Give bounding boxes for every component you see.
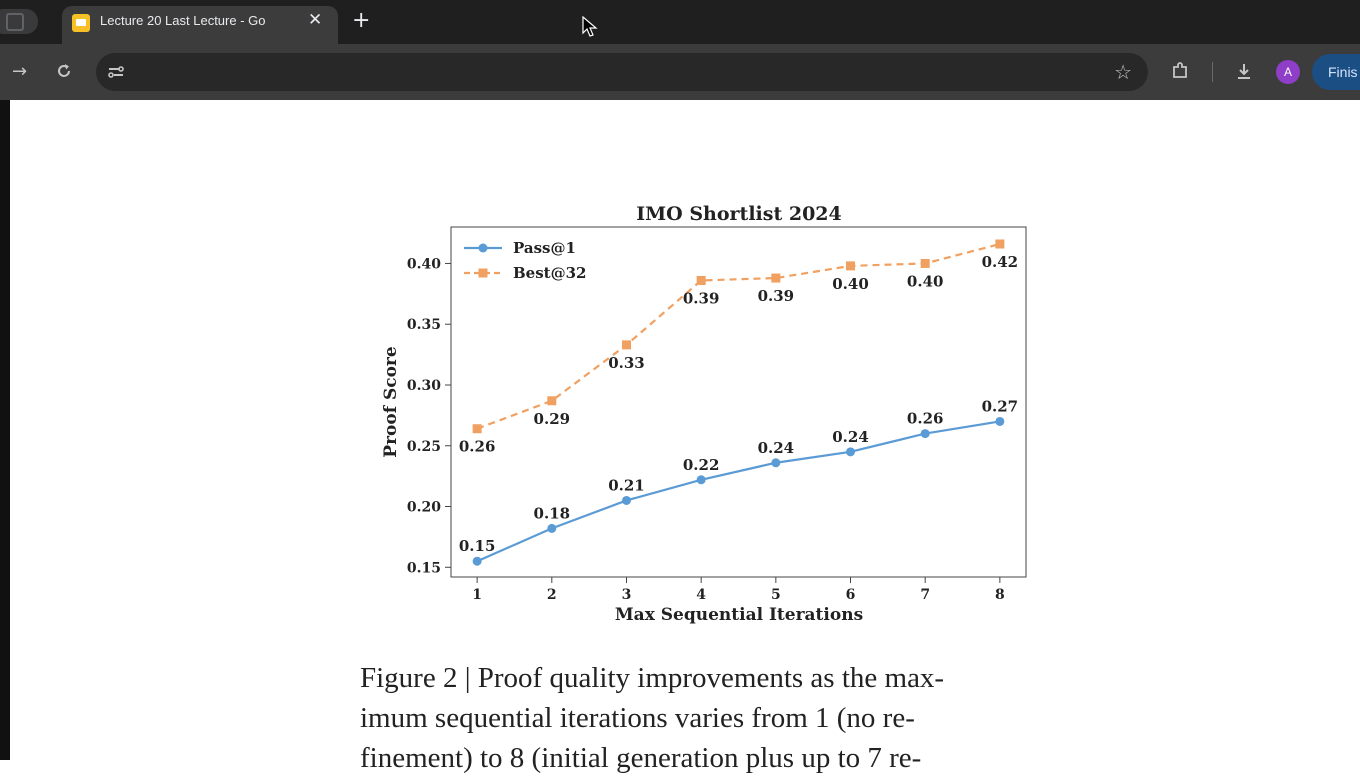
toolbar-separator bbox=[1212, 62, 1213, 82]
legend-marker bbox=[478, 243, 488, 253]
page-left-edge bbox=[0, 100, 10, 760]
tab-search-icon bbox=[6, 13, 24, 31]
series-line bbox=[476, 420, 1001, 563]
tab-active[interactable]: Lecture 20 Last Lecture - Go ✕ bbox=[62, 6, 338, 44]
legend-marker bbox=[478, 268, 488, 278]
tab-close-icon[interactable]: ✕ bbox=[308, 10, 323, 30]
bookmark-star-icon[interactable]: ☆ bbox=[1114, 60, 1132, 84]
data-point-square bbox=[547, 396, 557, 406]
x-tick-label: 7 bbox=[920, 587, 930, 603]
data-point-circle bbox=[621, 495, 631, 505]
y-axis-label: Proof Score bbox=[381, 346, 401, 458]
legend-label: Pass@1 bbox=[513, 239, 576, 257]
data-point-circle bbox=[771, 458, 781, 468]
data-point-square bbox=[920, 258, 930, 268]
data-label: 0.29 bbox=[534, 410, 571, 428]
data-point-square bbox=[771, 273, 781, 283]
data-point-circle bbox=[920, 429, 930, 439]
y-tick-label: 0.30 bbox=[407, 378, 441, 394]
data-label: 0.21 bbox=[608, 476, 645, 494]
reload-icon[interactable] bbox=[55, 62, 73, 80]
address-bar[interactable]: ☆ bbox=[96, 53, 1148, 91]
caption-line: Figure 2 | Proof quality improvements as… bbox=[360, 662, 945, 694]
data-point-circle bbox=[696, 475, 706, 485]
y-tick-label: 0.25 bbox=[407, 439, 441, 455]
profile-avatar[interactable]: A bbox=[1276, 60, 1300, 84]
data-point-square bbox=[621, 340, 631, 350]
legend: Pass@1 Best@32 bbox=[464, 239, 586, 282]
site-info-icon[interactable] bbox=[106, 62, 126, 82]
x-tick-label: 4 bbox=[696, 587, 706, 603]
data-label: 0.39 bbox=[683, 289, 720, 307]
data-point-square bbox=[846, 261, 856, 271]
chart-title: IMO Shortlist 2024 bbox=[636, 203, 841, 225]
x-tick-label: 8 bbox=[995, 587, 1005, 603]
tab-search-button[interactable] bbox=[0, 9, 38, 34]
slides-favicon-icon bbox=[72, 14, 90, 32]
tab-bar: Lecture 20 Last Lecture - Go ✕ + bbox=[0, 0, 1360, 44]
browser-toolbar: → ☆ A Finis bbox=[0, 44, 1360, 100]
data-label: 0.39 bbox=[758, 287, 795, 305]
x-tick-label: 6 bbox=[846, 587, 856, 603]
x-tick-label: 3 bbox=[622, 587, 632, 603]
x-tick-label: 2 bbox=[547, 587, 557, 603]
data-label: 0.15 bbox=[459, 537, 496, 555]
y-tick-label: 0.15 bbox=[407, 560, 441, 576]
download-icon[interactable] bbox=[1234, 61, 1254, 81]
legend-label: Best@32 bbox=[513, 264, 586, 282]
caption-line: finement) to 8 (initial generation plus … bbox=[360, 742, 922, 774]
data-point-square bbox=[472, 424, 482, 434]
new-tab-icon[interactable]: + bbox=[352, 8, 371, 33]
y-tick-label: 0.35 bbox=[407, 317, 441, 333]
data-point-circle bbox=[995, 416, 1005, 426]
x-tick-label: 1 bbox=[472, 587, 482, 603]
plot-frame bbox=[450, 226, 1027, 578]
extensions-icon[interactable] bbox=[1170, 61, 1190, 81]
tab-title: Lecture 20 Last Lecture - Go bbox=[100, 13, 266, 28]
data-label: 0.33 bbox=[608, 354, 645, 372]
y-axis: 0.15 0.20 0.25 0.30 0.35 0.40 bbox=[407, 256, 451, 576]
data-label: 0.26 bbox=[907, 410, 944, 428]
caption-line: imum sequential iterations varies from 1… bbox=[360, 702, 915, 734]
figure-caption: Figure 2 | Proof quality improvements as… bbox=[360, 658, 1080, 778]
y-tick-label: 0.20 bbox=[407, 500, 441, 516]
finish-button[interactable]: Finis bbox=[1312, 54, 1360, 90]
data-point-square bbox=[995, 239, 1005, 249]
data-point-circle bbox=[547, 523, 557, 533]
mouse-cursor-icon bbox=[582, 16, 598, 37]
data-label: 0.27 bbox=[982, 397, 1019, 415]
data-point-circle bbox=[846, 447, 856, 457]
data-label: 0.24 bbox=[758, 439, 795, 457]
forward-icon[interactable]: → bbox=[12, 61, 28, 82]
line-chart: IMO Shortlist 2024 0.150.200.250.300.350… bbox=[381, 203, 1027, 625]
data-label: 0.40 bbox=[832, 275, 869, 293]
data-label: 0.26 bbox=[459, 438, 496, 456]
x-axis: 1 2 3 4 5 6 7 8 bbox=[472, 577, 1005, 603]
data-label: 0.22 bbox=[683, 456, 720, 474]
series-line bbox=[476, 242, 1001, 430]
data-point-circle bbox=[472, 556, 482, 566]
data-label: 0.40 bbox=[907, 272, 944, 290]
series-layer: 0.15 0.18 0.21 0.22 0.24 0.24 0.26 0.27 0.26 0.29… bbox=[459, 239, 1019, 566]
x-axis-label: Max Sequential Iterations bbox=[615, 605, 863, 625]
x-tick-label: 5 bbox=[771, 587, 781, 603]
y-tick-label: 0.40 bbox=[407, 256, 441, 272]
data-label: 0.24 bbox=[832, 428, 869, 446]
data-point-square bbox=[696, 275, 706, 285]
data-label: 0.42 bbox=[982, 253, 1019, 271]
data-label: 0.18 bbox=[534, 504, 571, 522]
